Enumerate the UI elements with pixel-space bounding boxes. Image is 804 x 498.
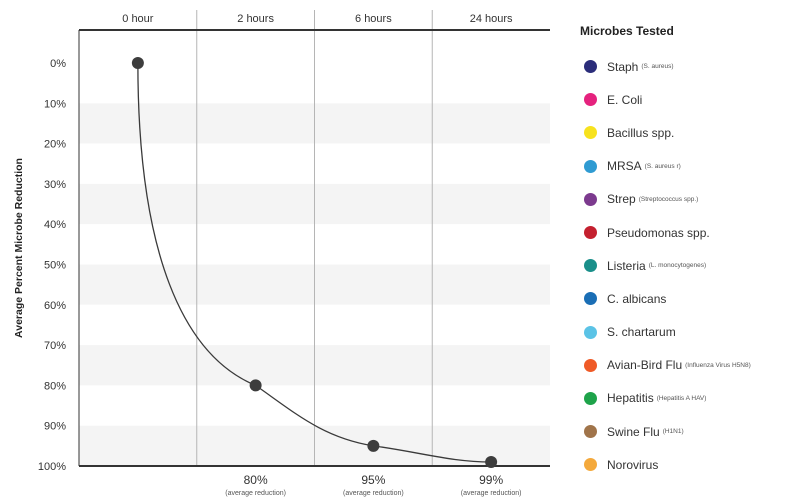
legend-item-name: Hepatitis xyxy=(607,391,654,406)
legend-item-note: (Streptococcus spp.) xyxy=(638,195,699,203)
legend-items: Staph (S. aureus) E. Coli Bacillus spp. MRSA… xyxy=(580,50,800,481)
legend-item-name: Norovirus xyxy=(607,457,659,472)
legend-item-name: Listeria xyxy=(607,258,646,273)
data-label-note: (average reduction) xyxy=(461,490,522,497)
data-label-note: (average reduction) xyxy=(225,490,286,497)
legend-swatch xyxy=(584,60,597,74)
legend-item: Bacillus spp. xyxy=(580,116,800,149)
legend-item-name: Swine Flu xyxy=(607,424,660,439)
y-tick-label: 50% xyxy=(44,260,66,272)
x-tick-labels: 0 hour 2 hours 6 hours 24 hours xyxy=(122,13,513,25)
legend-swatch xyxy=(584,126,597,140)
legend-item-note: (S. aureus r) xyxy=(644,162,681,170)
legend-swatch xyxy=(584,292,597,306)
legend-item: S. chartarum xyxy=(580,316,800,349)
data-point xyxy=(249,379,262,392)
legend-swatch xyxy=(584,325,597,339)
legend-item: Staph (S. aureus) xyxy=(580,50,800,83)
legend-item-note: (Influenza Virus H5N8) xyxy=(685,361,751,369)
legend-item: MRSA (S. aureus r) xyxy=(580,150,800,183)
legend-item: E. Coli xyxy=(580,83,800,116)
legend-item-name: Staph xyxy=(607,59,639,74)
data-label-value: 99% xyxy=(479,473,503,487)
y-tick-label: 60% xyxy=(44,300,66,312)
y-tick-label: 10% xyxy=(44,98,66,110)
x-tick-label: 24 hours xyxy=(470,13,513,25)
legend-item-note: (S. aureus) xyxy=(641,63,674,71)
y-tick-label: 80% xyxy=(44,380,66,392)
legend-item-name: E. Coli xyxy=(607,92,643,107)
legend-item: Hepatitis (Hepatitis A HAV) xyxy=(580,382,800,415)
x-tick-label: 2 hours xyxy=(237,13,274,25)
legend-item: Pseudomonas spp. xyxy=(580,216,800,249)
legend-swatch xyxy=(584,93,597,107)
data-label-value: 80% xyxy=(244,473,268,487)
data-labels: 80% (average reduction) 95% (average reduct… xyxy=(225,473,521,497)
legend-swatch xyxy=(584,358,597,372)
y-tick-label: 20% xyxy=(44,139,66,151)
y-tick-label: 40% xyxy=(44,219,66,231)
series-curve xyxy=(137,62,492,463)
series-points xyxy=(131,57,498,468)
legend-swatch xyxy=(584,159,597,173)
legend-item-note: (L. monocytogenes) xyxy=(648,262,707,270)
legend-swatch xyxy=(584,192,597,206)
legend-item-name: MRSA xyxy=(607,159,642,174)
legend-item: Listeria (L. monocytogenes) xyxy=(580,249,800,282)
data-point xyxy=(367,439,380,452)
legend-item-name: C. albicans xyxy=(607,291,667,306)
legend-item: Avian-Bird Flu (Influenza Virus H5N8) xyxy=(580,349,800,382)
legend-item-name: S. chartarum xyxy=(607,325,676,340)
legend-swatch xyxy=(584,259,597,273)
reduction-chart: 0 hour 2 hours 6 hours 24 hours 0% 10% 20% 30%… xyxy=(13,10,550,497)
y-tick-label: 90% xyxy=(44,421,66,433)
x-tick-label: 0 hour xyxy=(122,13,154,25)
data-label-note: (average reduction) xyxy=(343,490,404,497)
legend-item-note: (Hepatitis A HAV) xyxy=(656,394,707,402)
legend: Microbes Tested Staph (S. aureus) E. Coli B… xyxy=(580,22,800,481)
vertical-gridlines xyxy=(196,10,433,466)
legend-item-name: Strep xyxy=(607,192,636,207)
y-tick-label: 0% xyxy=(50,58,66,70)
legend-item: Norovirus xyxy=(580,448,800,481)
y-tick-labels: 0% 10% 20% 30% 40% 50% 60% 70% 80% 90% 100% xyxy=(38,58,66,473)
legend-swatch xyxy=(584,226,597,240)
legend-title: Microbes Tested xyxy=(580,24,674,38)
legend-swatch xyxy=(584,425,597,439)
x-tick-label: 6 hours xyxy=(355,13,392,25)
legend-item: C. albicans xyxy=(580,282,800,315)
legend-swatch xyxy=(584,458,597,472)
legend-item: Strep (Streptococcus spp.) xyxy=(580,183,800,216)
legend-item-name: Pseudomonas spp. xyxy=(607,225,710,240)
legend-swatch xyxy=(584,391,597,405)
y-tick-label: 100% xyxy=(38,461,66,473)
legend-item: Swine Flu (H1N1) xyxy=(580,415,800,448)
data-point xyxy=(485,455,498,468)
data-point xyxy=(131,57,144,69)
y-tick-label: 70% xyxy=(44,340,66,352)
y-axis-title: Average Percent Microbe Reduction xyxy=(13,158,25,338)
legend-item-name: Avian-Bird Flu xyxy=(607,358,683,373)
legend-item-note: (H1N1) xyxy=(662,428,684,436)
data-label-value: 95% xyxy=(361,473,385,487)
legend-item-name: Bacillus spp. xyxy=(607,125,675,140)
y-tick-label: 30% xyxy=(44,179,66,191)
